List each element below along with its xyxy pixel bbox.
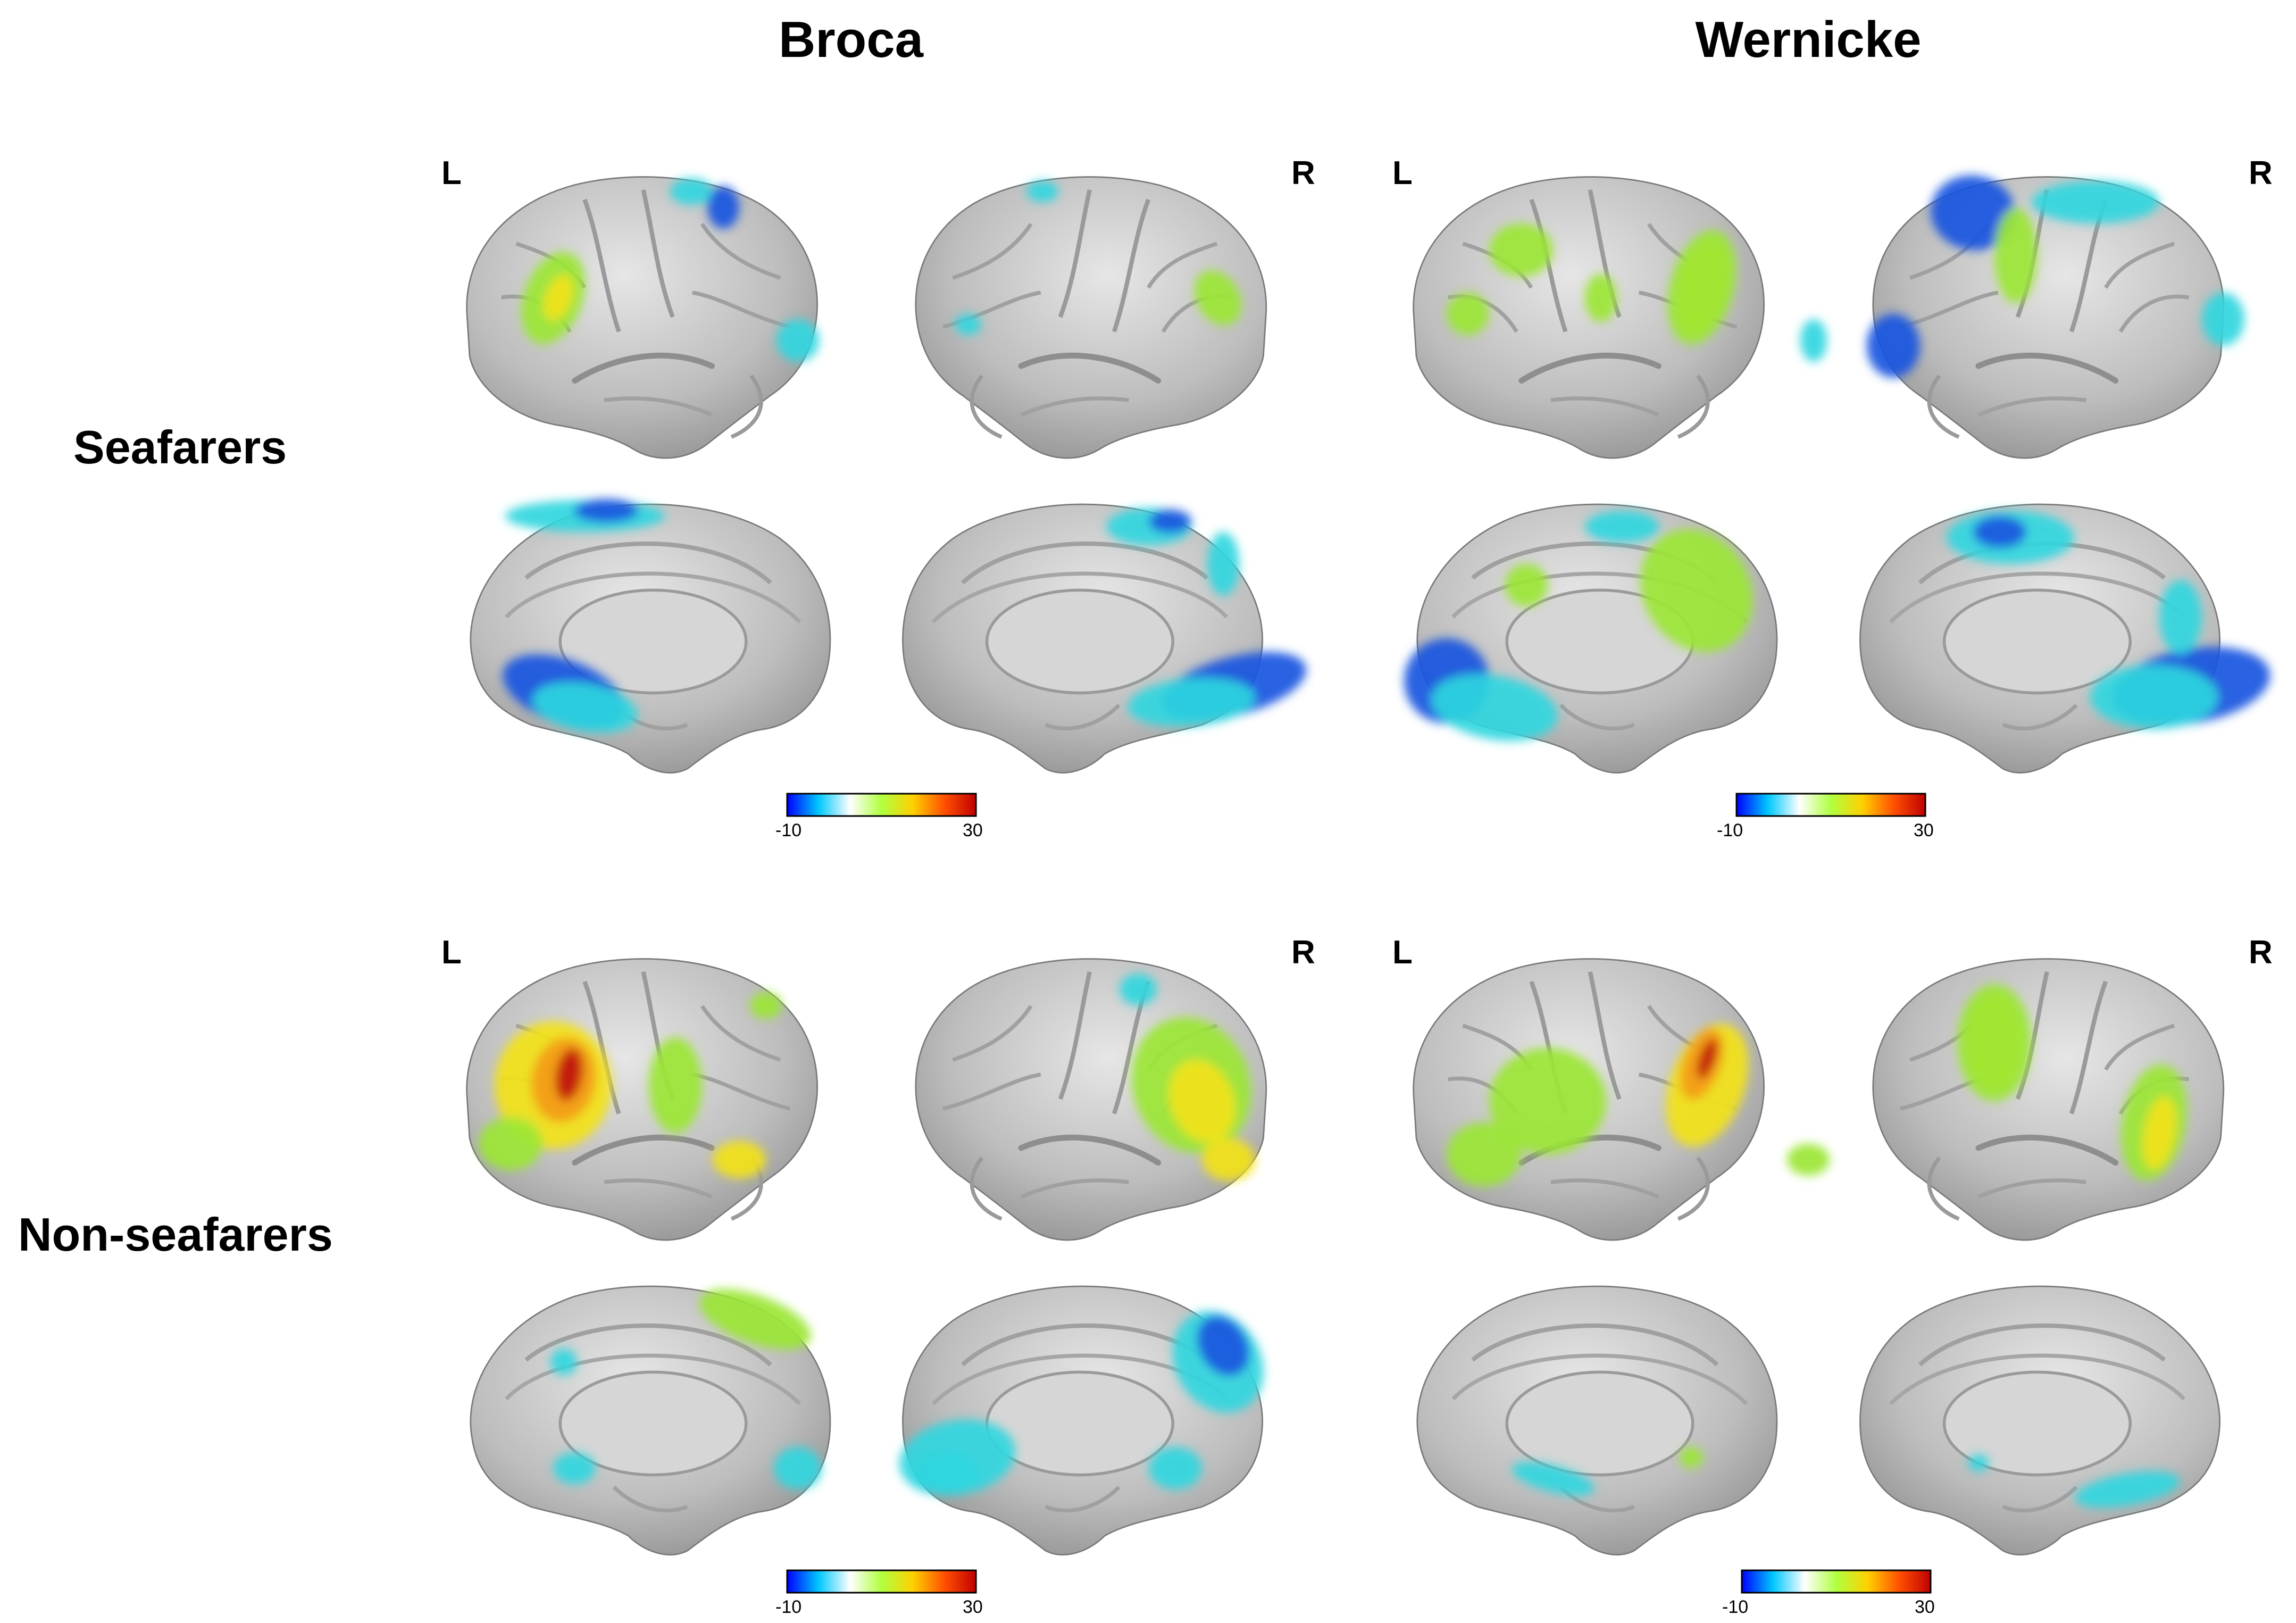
activation-blob-cyan [1120,973,1157,1005]
hemisphere-label-right-broca-nonseafarers: R [1291,934,1315,971]
activation-blob-cyan [1585,511,1659,543]
activation-blob-green [479,1117,542,1170]
colorbar-max-label-top-right: 30 [1914,820,1934,840]
activation-blob-cyan [532,682,638,733]
activation-blob-blue [1973,516,2026,548]
activation-blob-red [555,1048,583,1101]
hemisphere-label-right-broca-seafarers: R [1291,155,1315,192]
brain-surface-broca-seafarers-right-medial [903,504,1262,773]
activation-blob-yellow [543,274,574,321]
hemisphere-label-left-wernicke-seafarers: L [1392,155,1413,192]
activation-blob-blue [1931,175,2016,251]
colorbar-max-label-bottom-right: 30 [1915,1597,1935,1617]
activation-blob-cyan [2032,181,2159,223]
activation-blob-blue [707,186,739,229]
brain-surface-broca-seafarers-left-medial [471,504,830,773]
colorbar-max-label-bottom-left: 30 [963,1597,983,1617]
activation-blob-cyan [2075,1471,2180,1508]
activation-blob-cyan [1431,674,1558,741]
activation-blob-yellow [713,1141,766,1178]
column-title-wernicke: Wernicke [1695,11,1922,68]
activation-blob-green [1447,1122,1521,1186]
column-title-broca: Broca [778,11,924,68]
activation-blob-blue [1149,510,1191,533]
activation-blob-green [1640,529,1753,652]
activation-blob-cyan [777,319,819,362]
activation-blob-cyan [1026,181,1058,202]
activation-blob-green [699,1289,811,1350]
activation-blob-yellow [2142,1096,2176,1170]
activation-blob-green [649,1037,702,1133]
colorbar-min-label-top-right: -10 [1717,820,1743,840]
colorbar-min-label-bottom-right: -10 [1722,1597,1749,1617]
activation-blob-cyan [553,1452,596,1484]
activation-blob-green [1447,293,1489,335]
activation-blob-cyan [550,1349,577,1375]
activation-blob-cyan [774,1447,822,1489]
activation-blob-blue [574,499,638,522]
hemisphere-label-right-wernicke-seafarers: R [2249,155,2273,192]
activation-blob-cyan [915,1452,979,1495]
activation-blob-blue [1197,1316,1250,1376]
activation-blob-green [1667,230,1736,345]
activation-blob-cyan [2202,293,2244,346]
colorbar-top-right [1735,793,1926,817]
activation-blob-cyan [1800,319,1827,362]
activation-blob-green [1194,270,1242,326]
colorbar-top-left [786,793,977,817]
activation-blob-cyan [1968,1454,1989,1471]
activation-blob-green [1787,1144,1830,1176]
activation-blob-cyan [1512,1462,1594,1496]
brain-surface-broca-seafarers-left-lateral [467,177,817,459]
hemisphere-label-right-wernicke-nonseafarers: R [2249,934,2273,971]
activation-blob-blue [1867,314,1920,378]
hemisphere-label-left-broca-nonseafarers: L [441,934,462,971]
hemisphere-label-left-broca-seafarers: L [441,155,462,192]
activation-blob-cyan [1207,532,1239,596]
colorbar-bottom-left [786,1569,977,1594]
row-title-seafarers: Seafarers [73,421,287,473]
colorbar-bottom-right [1741,1569,1932,1594]
activation-blob-green [1489,1048,1606,1154]
brain-surface-wernicke-seafarers-right-lateral [1873,177,2224,459]
activation-blob-green [1585,274,1617,322]
activation-blob-yellow [1202,1138,1255,1181]
activation-blob-red [1697,1038,1718,1079]
activation-blob-cyan [1149,1447,1202,1489]
activation-blob-cyan [2090,665,2218,729]
row-title-non-seafarers: Non-seafarers [18,1208,333,1261]
activation-blob-cyan [1128,677,1255,727]
activation-blob-green [1489,223,1553,277]
colorbar-max-label-top-left: 30 [963,820,983,840]
activation-blob-cyan [955,314,981,335]
brain-surface-wernicke-nonseafarers-left-medial [1417,1286,1777,1555]
colorbar-min-label-top-left: -10 [775,820,802,840]
brain-surface-wernicke-nonseafarers-right-medial [1860,1286,2219,1555]
activation-blob-yellow [1168,1060,1235,1143]
activation-blob-green [750,992,782,1019]
colorbar-min-label-bottom-left: -10 [775,1597,802,1617]
activation-blob-green [1680,1447,1703,1468]
activation-blob-green [1957,984,2032,1101]
hemisphere-label-left-wernicke-nonseafarers: L [1392,934,1413,971]
activation-blob-green [1994,207,2037,303]
activation-blob-cyan [670,178,713,205]
activation-blob-green [1505,564,1548,606]
activation-blob-cyan [2159,580,2202,654]
